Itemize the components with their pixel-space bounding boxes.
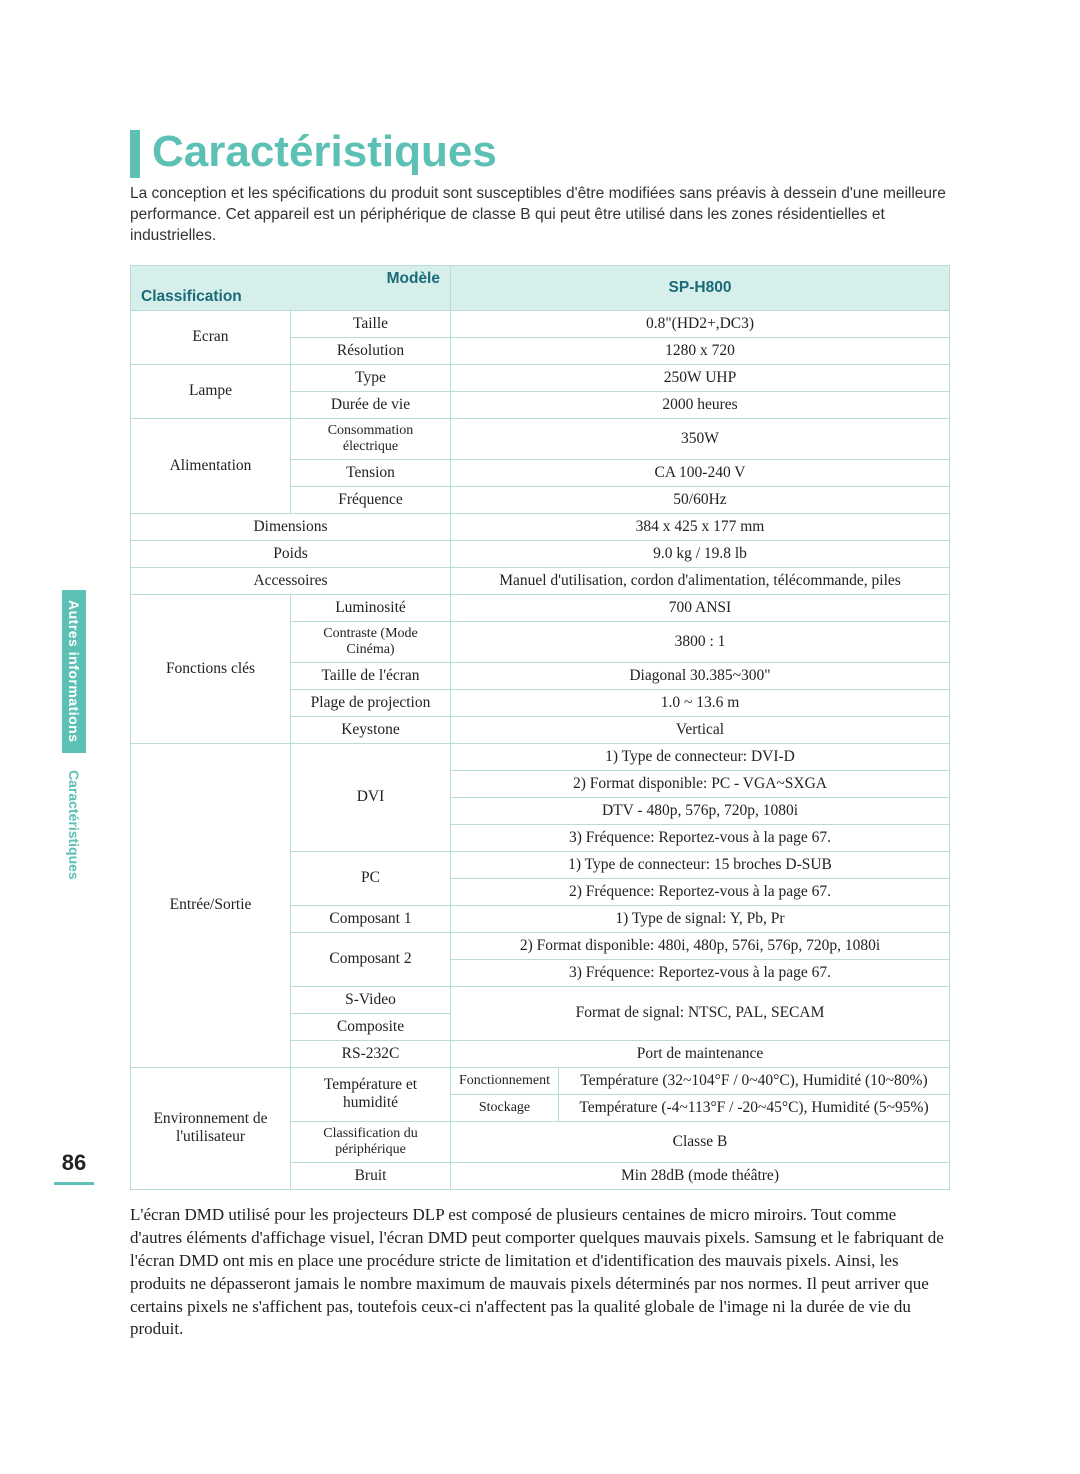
row-conso: Consommation électrique	[291, 418, 451, 459]
sidebar: Autres informations Caractéristiques	[60, 590, 88, 884]
page-title: Caractéristiques	[152, 130, 497, 174]
row-env: Environnement de l'utilisateur	[131, 1067, 291, 1189]
header-model: SP-H800	[451, 265, 950, 310]
row-dvi: DVI	[291, 743, 451, 851]
row-resolution: Résolution	[291, 337, 451, 364]
val-duree: 2000 heures	[451, 391, 950, 418]
row-taille-ecran: Taille de l'écran	[291, 662, 451, 689]
val-poids: 9.0 kg / 19.8 lb	[451, 540, 950, 567]
row-contraste: Contraste (Mode Cinéma)	[291, 621, 451, 662]
row-stock: Stockage	[451, 1094, 559, 1121]
page-number-block: 86	[48, 1150, 100, 1185]
row-taille: Taille	[291, 310, 451, 337]
row-comp1: Composant 1	[291, 905, 451, 932]
row-svideo: S-Video	[291, 986, 451, 1013]
row-fonctions: Fonctions clés	[131, 594, 291, 743]
header-classification: Classification	[141, 288, 242, 306]
row-frequence: Fréquence	[291, 486, 451, 513]
val-rs232: Port de maintenance	[451, 1040, 950, 1067]
row-bruit: Bruit	[291, 1162, 451, 1189]
header-modele: Modèle	[387, 270, 440, 288]
row-alimentation: Alimentation	[131, 418, 291, 513]
val-resolution: 1280 x 720	[451, 337, 950, 364]
val-keystone: Vertical	[451, 716, 950, 743]
val-pc2: 2) Fréquence: Reportez-vous à la page 67…	[451, 878, 950, 905]
val-tension: CA 100-240 V	[451, 459, 950, 486]
val-accessoires: Manuel d'utilisation, cordon d'alimentat…	[451, 567, 950, 594]
page-content: Caractéristiques La conception et les sp…	[130, 130, 950, 1341]
val-dvi1: 1) Type de connecteur: DVI-D	[451, 743, 950, 770]
row-poids: Poids	[131, 540, 451, 567]
table-header-row: Modèle Classification XX SP-H800	[131, 265, 950, 310]
header-classification-modele: Modèle Classification XX	[131, 265, 451, 310]
intro-text: La conception et les spécifications du p…	[130, 184, 950, 247]
row-comp2: Composant 2	[291, 932, 451, 986]
row-entree: Entrée/Sortie	[131, 743, 291, 1067]
title-accent-bar	[130, 130, 140, 178]
row-ecran: Ecran	[131, 310, 291, 364]
val-luminosite: 700 ANSI	[451, 594, 950, 621]
val-classif: Classe B	[451, 1121, 950, 1162]
val-type: 250W UHP	[451, 364, 950, 391]
row-composite: Composite	[291, 1013, 451, 1040]
val-dvi3: 3) Fréquence: Reportez-vous à la page 67…	[451, 824, 950, 851]
val-svideo: Format de signal: NTSC, PAL, SECAM	[451, 986, 950, 1040]
val-comp1: 1) Type de signal: Y, Pb, Pr	[451, 905, 950, 932]
row-accessoires: Accessoires	[131, 567, 451, 594]
row-classif: Classification du périphérique	[291, 1121, 451, 1162]
val-frequence: 50/60Hz	[451, 486, 950, 513]
title-row: Caractéristiques	[130, 130, 950, 178]
page-rule	[54, 1182, 94, 1185]
sidebar-section: Autres informations	[62, 590, 86, 753]
row-duree: Durée de vie	[291, 391, 451, 418]
val-stock: Température (-4~113°F / -20~45°C), Humid…	[559, 1094, 950, 1121]
val-contraste: 3800 : 1	[451, 621, 950, 662]
val-dimensions: 384 x 425 x 177 mm	[451, 513, 950, 540]
val-dvi2: 2) Format disponible: PC - VGA~SXGA	[451, 770, 950, 797]
sidebar-subsection: Caractéristiques	[66, 770, 82, 880]
specifications-table: Modèle Classification XX SP-H800 Ecran T…	[130, 265, 950, 1190]
row-fonct: Fonctionnement	[451, 1067, 559, 1094]
val-pc1: 1) Type de connecteur: 15 broches D-SUB	[451, 851, 950, 878]
row-temp: Température et humidité	[291, 1067, 451, 1121]
body-text: L'écran DMD utilisé pour les projecteurs…	[130, 1204, 950, 1342]
row-dimensions: Dimensions	[131, 513, 451, 540]
val-comp2: 2) Format disponible: 480i, 480p, 576i, …	[451, 932, 950, 959]
val-dvi2b: DTV - 480p, 576p, 720p, 1080i	[451, 797, 950, 824]
val-conso: 350W	[451, 418, 950, 459]
row-type: Type	[291, 364, 451, 391]
row-lampe: Lampe	[131, 364, 291, 418]
row-luminosite: Luminosité	[291, 594, 451, 621]
row-pc: PC	[291, 851, 451, 905]
val-fonct: Température (32~104°F / 0~40°C), Humidit…	[559, 1067, 950, 1094]
page-number: 86	[48, 1150, 100, 1176]
row-keystone: Keystone	[291, 716, 451, 743]
val-plage: 1.0 ~ 13.6 m	[451, 689, 950, 716]
row-plage: Plage de projection	[291, 689, 451, 716]
row-tension: Tension	[291, 459, 451, 486]
val-comp3: 3) Fréquence: Reportez-vous à la page 67…	[451, 959, 950, 986]
val-taille: 0.8"(HD2+,DC3)	[451, 310, 950, 337]
val-taille-ecran: Diagonal 30.385~300"	[451, 662, 950, 689]
row-rs232: RS-232C	[291, 1040, 451, 1067]
val-bruit: Min 28dB (mode théâtre)	[451, 1162, 950, 1189]
